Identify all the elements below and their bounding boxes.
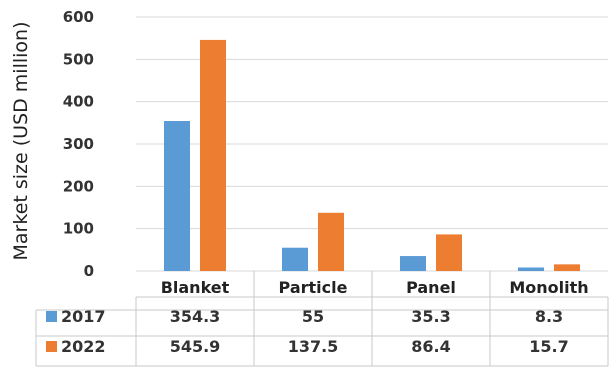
y-tick-label: 500 [63, 50, 94, 68]
y-axis-label: Market size (USD million) [10, 22, 32, 261]
category-label: Panel [406, 278, 456, 297]
bar-2017-monolith [518, 267, 544, 271]
data-label: 35.3 [411, 307, 450, 326]
data-label: 15.7 [529, 337, 568, 356]
bar-2017-blanket [164, 121, 190, 271]
data-label: 545.9 [170, 337, 221, 356]
y-tick-label: 0 [84, 262, 94, 280]
category-label: Particle [279, 278, 348, 297]
data-label: 354.3 [170, 307, 221, 326]
y-tick-label: 200 [63, 177, 94, 195]
y-tick-label: 300 [63, 135, 94, 153]
bar-2022-panel [436, 234, 462, 271]
bar-2022-monolith [554, 264, 580, 271]
legend-label: 2017 [61, 307, 106, 326]
bars [164, 39, 580, 272]
y-tick-label: 100 [63, 220, 94, 238]
y-tick-label: 400 [63, 93, 94, 111]
category-label: Blanket [161, 278, 230, 297]
legend-label: 2022 [61, 337, 106, 356]
data-label: 55 [302, 307, 324, 326]
legend-swatch-2022 [46, 341, 57, 352]
y-axis-ticks: 0 100 200 300 400 500 600 [63, 8, 94, 280]
category-label: Monolith [509, 278, 588, 297]
bar-2022-particle [318, 212, 344, 271]
data-label: 8.3 [535, 307, 563, 326]
y-tick-label: 600 [63, 8, 94, 26]
bar-2022-blanket [200, 39, 226, 272]
data-table: Blanket Particle Panel Monolith 2017 354.3 55 3… [35, 271, 609, 367]
data-label: 86.4 [411, 337, 450, 356]
bar-2017-particle [282, 247, 308, 271]
legend-swatch-2017 [46, 311, 57, 322]
bar-2017-panel [400, 256, 426, 271]
data-label: 137.5 [288, 337, 339, 356]
